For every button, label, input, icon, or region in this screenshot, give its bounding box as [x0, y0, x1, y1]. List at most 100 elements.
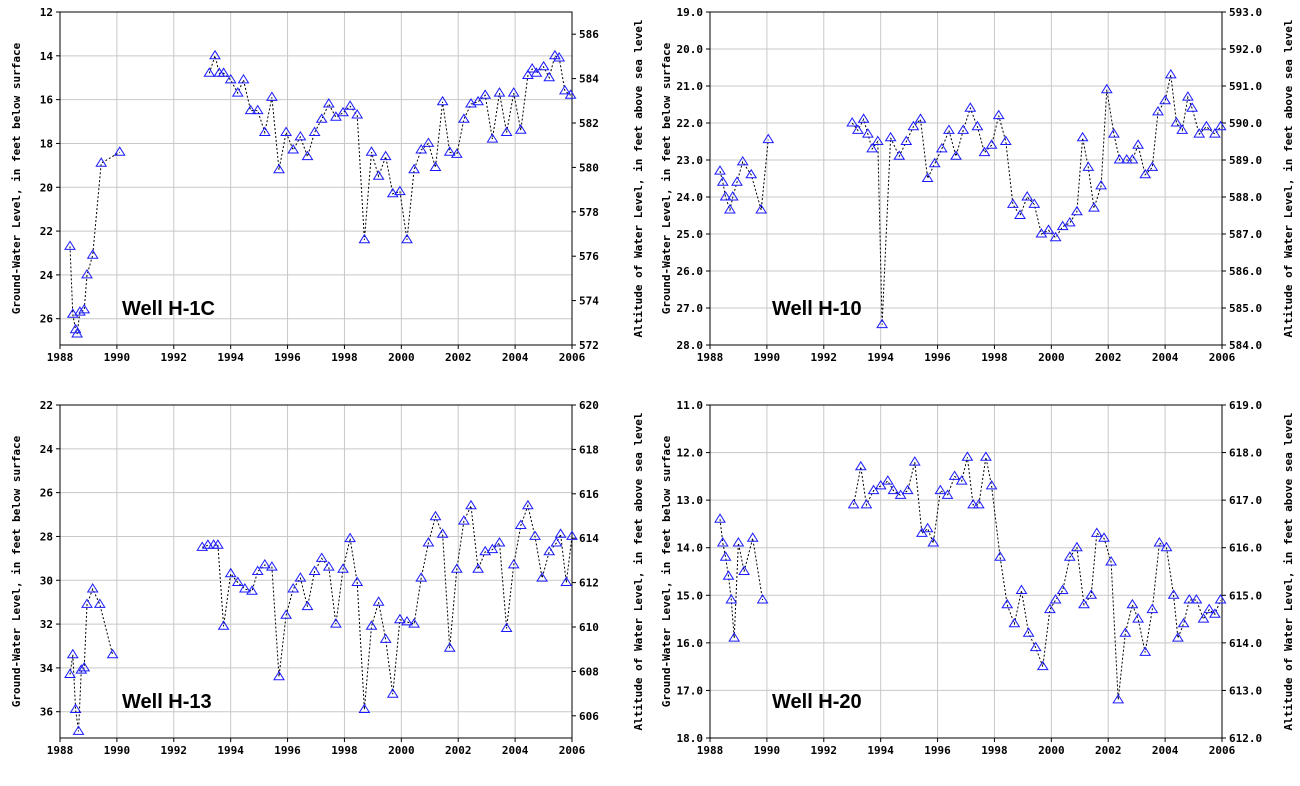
- data-point: [521, 69, 534, 79]
- data-point: [719, 551, 732, 561]
- x-tick-label: 1992: [811, 744, 838, 757]
- data-point: [972, 498, 985, 509]
- data-point: [566, 530, 578, 540]
- data-point: [209, 49, 221, 60]
- y2-tick-label: 591.0: [1229, 80, 1262, 93]
- data-point: [874, 479, 887, 490]
- data-point: [1153, 537, 1166, 547]
- data-point: [1139, 646, 1152, 656]
- data-point: [894, 489, 907, 499]
- y2-tick-label: 586.0: [1229, 265, 1262, 278]
- x-tick-label: 1988: [697, 744, 724, 757]
- y-tick-label: 26: [40, 487, 54, 500]
- data-point: [479, 89, 492, 99]
- data-point: [429, 510, 442, 521]
- data-point: [1078, 598, 1090, 609]
- data-point: [265, 91, 278, 101]
- data-point: [876, 318, 889, 329]
- data-point: [280, 609, 293, 619]
- data-point: [942, 124, 955, 134]
- data-point: [554, 528, 567, 538]
- data-point: [379, 150, 392, 161]
- y-tick-label: 28.0: [677, 339, 704, 352]
- data-point: [514, 124, 527, 134]
- data-point: [238, 583, 251, 593]
- y2-tick-label: 610: [579, 621, 599, 634]
- data-point: [736, 155, 749, 166]
- data-point: [915, 527, 928, 537]
- data-point: [408, 618, 421, 628]
- data-point: [81, 268, 93, 279]
- data-point: [231, 87, 244, 97]
- y-tick-label: 20: [40, 181, 53, 194]
- data-point: [967, 498, 980, 509]
- data-point: [1171, 632, 1184, 642]
- y-tick-label: 22: [40, 225, 53, 238]
- plot-area: [710, 12, 1222, 345]
- y2-tick-label: 574: [579, 295, 599, 308]
- data-point: [867, 484, 880, 495]
- data-point: [1197, 613, 1210, 623]
- data-point: [738, 565, 751, 575]
- x-tick-label: 2000: [1038, 744, 1065, 757]
- data-point: [251, 104, 264, 115]
- data-point: [69, 703, 82, 713]
- data-point: [964, 102, 977, 112]
- data-point: [728, 632, 741, 642]
- y2-tick-label: 590.0: [1229, 117, 1262, 130]
- data-point: [543, 545, 556, 556]
- x-tick-label: 2006: [559, 351, 586, 364]
- data-point: [294, 572, 307, 582]
- y2-tick-label: 576: [579, 250, 599, 263]
- data-point: [861, 128, 874, 138]
- data-point: [543, 71, 556, 82]
- data-point: [1214, 120, 1227, 131]
- data-point: [1203, 603, 1216, 614]
- y-axis-label: Ground-Water Level, in feet below surfac…: [10, 42, 23, 314]
- data-point: [358, 233, 371, 244]
- y2-tick-label: 616.0: [1229, 542, 1262, 555]
- y-tick-label: 14.0: [677, 542, 704, 555]
- y-tick-label: 25.0: [677, 228, 704, 241]
- data-point: [308, 565, 321, 575]
- data-point: [196, 541, 209, 551]
- y-tick-label: 26.0: [677, 265, 704, 278]
- series-line: [719, 139, 769, 212]
- data-point: [1208, 128, 1221, 138]
- data-point: [1176, 124, 1189, 134]
- data-point: [379, 633, 392, 643]
- data-point: [921, 172, 934, 182]
- data-point: [1022, 627, 1035, 637]
- data-point: [72, 725, 85, 735]
- data-point: [287, 144, 300, 154]
- x-tick-label: 1998: [331, 351, 358, 364]
- data-point: [941, 489, 954, 499]
- data-point: [714, 165, 726, 175]
- x-tick-label: 1994: [867, 744, 894, 757]
- data-point: [372, 596, 385, 606]
- data-point: [224, 567, 237, 578]
- chart-panel-well-h1c: 1988 1990 1992 1994 1996 1998 2000 2002 2004 2006…: [0, 0, 650, 393]
- data-point: [1160, 541, 1173, 552]
- y2-tick-label: 586: [579, 28, 599, 41]
- data-point: [66, 308, 79, 318]
- y2-tick-label: 619.0: [1229, 399, 1262, 412]
- data-point: [365, 146, 378, 156]
- data-point: [985, 139, 998, 149]
- data-point: [1190, 594, 1203, 604]
- series-line: [202, 503, 573, 710]
- y-tick-label: 18: [40, 137, 53, 150]
- data-point: [950, 150, 962, 160]
- data-point: [203, 67, 216, 77]
- data-point: [486, 133, 499, 143]
- y-tick-label: 16.0: [677, 637, 704, 650]
- data-point: [393, 613, 406, 624]
- data-point: [465, 499, 477, 510]
- data-point: [415, 144, 428, 154]
- y2-axis-label: Altitude of Water Level, in feet above s…: [1282, 413, 1295, 731]
- y-tick-label: 34: [40, 662, 54, 675]
- data-point: [1015, 584, 1028, 594]
- y-tick-label: 26: [40, 313, 54, 326]
- data-point: [1152, 105, 1164, 116]
- x-tick-label: 2006: [559, 744, 586, 757]
